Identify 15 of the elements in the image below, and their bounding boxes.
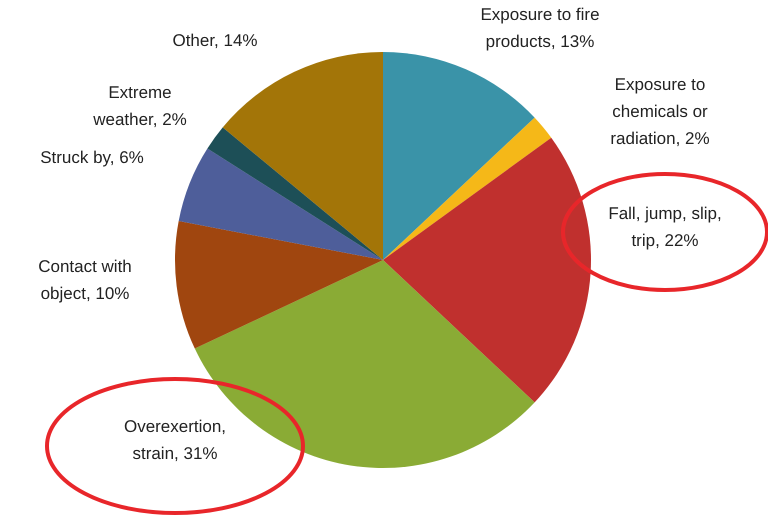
- slice-label: Exposure to fire products, 13%: [480, 5, 600, 51]
- pie-slice: [383, 52, 535, 260]
- pie-slice: [222, 52, 383, 260]
- slice-label: Fall, jump, slip, trip, 22%: [608, 204, 722, 250]
- slice-label: Extreme weather, 2%: [92, 83, 187, 129]
- slice-label: Contact with object, 10%: [38, 257, 132, 303]
- pie-slice: [178, 148, 383, 260]
- slice-label: Exposure to chemicals or radiation, 2%: [610, 75, 710, 148]
- pie-slice: [383, 118, 552, 260]
- slice-label: Overexertion, strain, 31%: [124, 417, 226, 463]
- pie-slice: [383, 138, 591, 402]
- slice-label: Other, 14%: [172, 31, 258, 50]
- slice-label: Struck by, 6%: [40, 148, 144, 167]
- pie-slice: [175, 221, 383, 349]
- pie-slice: [207, 127, 383, 260]
